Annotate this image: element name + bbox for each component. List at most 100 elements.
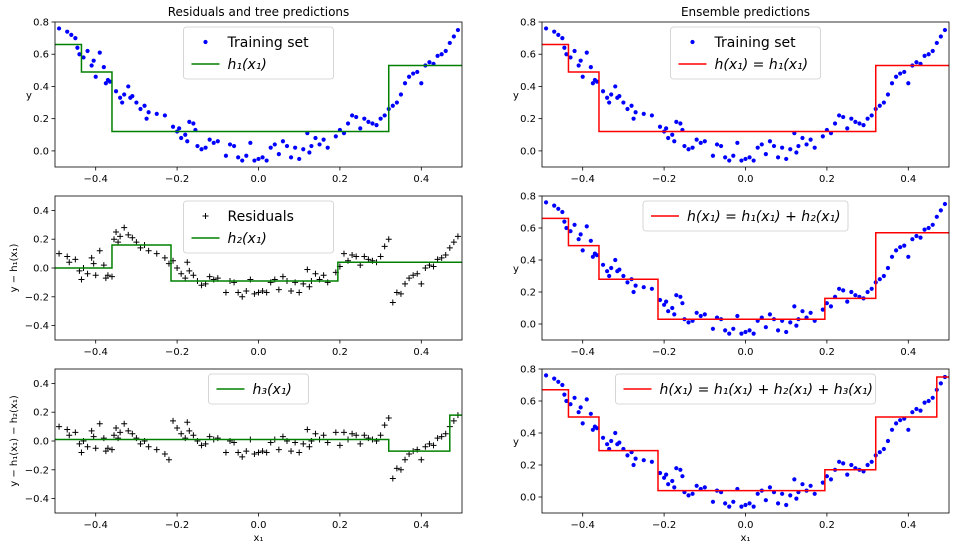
training-point — [560, 382, 565, 388]
training-point — [625, 106, 630, 112]
training-point — [560, 36, 565, 41]
training-point — [926, 398, 931, 404]
training-point — [543, 26, 549, 31]
x-tick-label: −0.2 — [165, 520, 189, 531]
residual-marker — [125, 427, 132, 434]
residual-marker — [115, 239, 122, 246]
training-point — [731, 153, 736, 158]
y-tick-label: −0.4 — [25, 321, 49, 332]
legend-box — [208, 373, 309, 405]
legend-residual-swatch — [202, 213, 209, 219]
training-point — [560, 209, 565, 215]
residual-marker — [381, 243, 388, 250]
training-point — [889, 427, 895, 432]
training-point — [906, 81, 911, 86]
training-point — [808, 483, 813, 488]
training-point — [443, 48, 448, 54]
training-point — [374, 123, 379, 128]
y-tick-label: 0.2 — [520, 288, 536, 299]
training-point — [853, 119, 858, 124]
training-point — [207, 137, 212, 142]
training-point — [236, 155, 241, 160]
training-point — [934, 214, 939, 219]
residual-marker — [239, 453, 246, 460]
training-point — [718, 143, 724, 149]
training-point — [122, 92, 127, 97]
residual-marker — [259, 288, 266, 295]
legend: h₃(x₁) — [208, 373, 309, 405]
x-tick-label: 0.2 — [332, 347, 348, 358]
residual-marker — [202, 280, 209, 287]
y-tick-label: 0.4 — [520, 82, 536, 93]
training-point — [600, 435, 606, 440]
residual-marker — [56, 423, 63, 430]
training-point — [199, 147, 204, 152]
training-point — [881, 273, 886, 279]
residual-marker — [304, 266, 311, 273]
training-point — [674, 119, 679, 124]
residual-marker — [178, 430, 185, 437]
legend-box — [183, 26, 334, 80]
residual-marker — [263, 449, 270, 456]
training-point — [865, 462, 870, 468]
x-tick-label: 0.4 — [900, 520, 916, 531]
training-point — [588, 65, 593, 70]
training-point — [788, 320, 793, 325]
training-point — [244, 153, 249, 158]
residual-marker — [353, 432, 360, 439]
training-point — [562, 219, 567, 224]
y-tick-label: 0.2 — [33, 408, 49, 419]
residual-marker — [406, 450, 413, 457]
training-point — [938, 381, 943, 386]
y-tick-label: 0.6 — [33, 50, 49, 61]
training-point — [313, 135, 318, 141]
residual-marker — [96, 247, 103, 254]
training-point — [564, 52, 569, 57]
residual-marker — [361, 253, 368, 260]
training-point — [934, 40, 939, 46]
training-point — [664, 472, 669, 477]
residual-marker — [275, 446, 282, 453]
training-point — [203, 145, 208, 150]
prediction-step-line — [542, 43, 949, 133]
training-point — [146, 110, 151, 115]
training-point — [678, 294, 683, 299]
training-point — [185, 139, 190, 144]
training-point — [898, 418, 903, 423]
x-tick-label: 0.0 — [738, 174, 754, 185]
residual-marker — [66, 259, 73, 266]
training-point — [276, 152, 281, 157]
residual-marker — [430, 263, 437, 270]
training-point — [678, 467, 683, 472]
training-point — [914, 233, 919, 239]
training-point — [877, 450, 882, 455]
training-point — [914, 60, 919, 65]
training-point — [690, 491, 695, 496]
training-point — [877, 277, 882, 282]
training-point — [914, 406, 919, 412]
residual-marker — [100, 262, 107, 269]
training-point — [126, 84, 131, 89]
training-point — [256, 156, 261, 162]
residual-marker — [357, 262, 364, 269]
axes-frame — [54, 368, 463, 514]
y-tick-label: 0.4 — [520, 256, 536, 267]
training-point — [942, 27, 948, 33]
training-point — [649, 459, 654, 464]
prediction-step-line — [542, 217, 949, 320]
training-point — [211, 140, 216, 145]
training-point — [556, 206, 561, 211]
training-point — [402, 81, 408, 86]
residual-marker — [434, 435, 441, 442]
training-point — [154, 111, 159, 116]
training-point — [162, 113, 167, 118]
training-point — [702, 312, 707, 317]
training-point — [594, 253, 600, 258]
training-point — [759, 142, 764, 147]
training-point — [743, 502, 748, 508]
training-point — [747, 328, 752, 333]
residual-marker — [312, 430, 319, 437]
residual-marker — [288, 448, 295, 455]
training-point — [881, 446, 886, 452]
training-point — [837, 113, 842, 118]
